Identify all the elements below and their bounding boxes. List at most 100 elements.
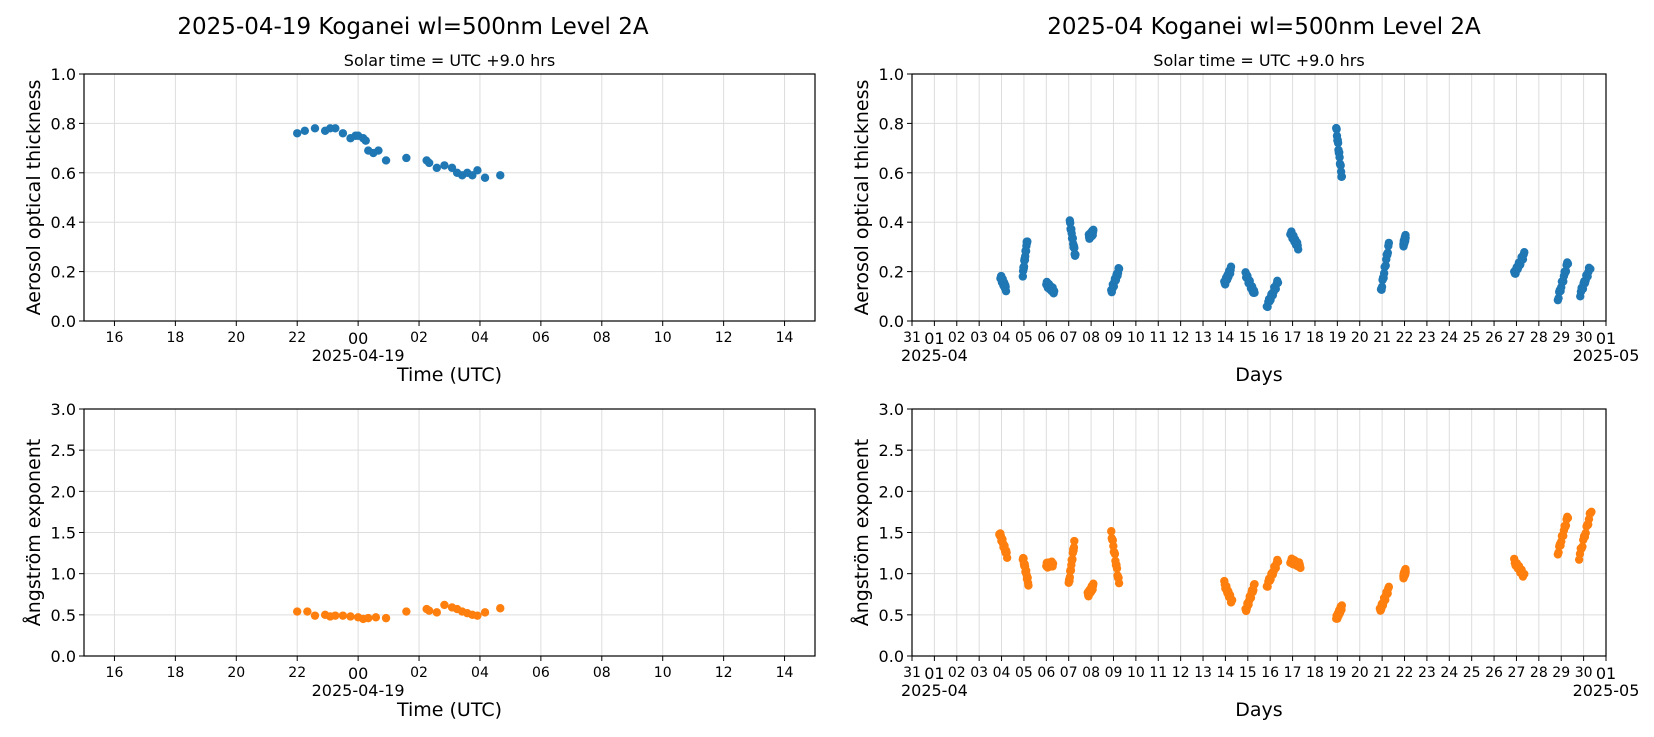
x-tick-label: 21: [1373, 330, 1391, 346]
data-point: [1226, 262, 1236, 271]
x-tick-label: 14: [1217, 330, 1235, 346]
y-tick-label: 0.5: [879, 606, 904, 625]
data-point: [1250, 579, 1259, 589]
data-point: [1401, 567, 1410, 577]
x-tick-label: 19: [1328, 665, 1346, 681]
x-tick-label: 16: [106, 665, 124, 681]
x-tick-label: 22: [288, 665, 306, 681]
y-tick-label: 2.0: [51, 482, 76, 501]
data-point: [338, 129, 348, 138]
y-tick-label: 0.2: [51, 263, 76, 282]
data-point: [1089, 579, 1098, 588]
data-point: [1273, 278, 1283, 287]
y-tick-label: 1.0: [51, 65, 76, 84]
x-axis-label: Days: [1235, 364, 1282, 386]
x-tick-label: 13: [1194, 330, 1212, 346]
y-tick-label: 0.0: [879, 647, 904, 666]
data-point: [424, 158, 434, 168]
x-tick-label: 20: [1351, 665, 1369, 681]
x-tick-label: 20: [1351, 330, 1369, 346]
x-tick-label: 26: [1485, 330, 1503, 346]
data-point: [1581, 528, 1590, 538]
data-point: [1114, 578, 1124, 588]
x-tick-label: 06: [1037, 665, 1055, 681]
x-tick-label: 24: [1440, 665, 1458, 681]
data-point: [1587, 507, 1596, 516]
data-point: [473, 166, 482, 175]
chart-subtitle: Solar time = UTC +9.0 hrs: [344, 51, 555, 70]
data-point: [1071, 250, 1080, 259]
x-tick-label: 10: [1127, 665, 1145, 681]
x-tick-label: 27: [1508, 330, 1526, 346]
data-point: [1293, 245, 1303, 254]
y-tick-label: 0.4: [879, 213, 904, 232]
x-tick-label: 09: [1105, 665, 1123, 681]
data-point: [1332, 125, 1341, 134]
x-tick-label: 11: [1149, 330, 1167, 346]
x-tick-label: 02: [410, 330, 428, 346]
x-tick-label: 18: [1306, 330, 1324, 346]
data-point: [1048, 559, 1058, 568]
data-point: [374, 146, 383, 155]
data-point: [371, 613, 381, 622]
x-tick-label: 09: [1105, 330, 1123, 346]
x-axis-label: Days: [1235, 699, 1282, 721]
x-tick-label: 07: [1060, 330, 1078, 346]
data-point: [1377, 282, 1387, 292]
data-point: [1107, 527, 1116, 536]
x-tick-label: 28: [1530, 665, 1548, 681]
data-point: [1337, 601, 1347, 610]
data-point: [1296, 563, 1305, 573]
x-month-label: 2025-05: [1573, 681, 1640, 700]
x-tick-label: 23: [1418, 665, 1436, 681]
data-point: [496, 171, 505, 180]
x-tick-label: 31: [903, 330, 921, 346]
x-tick-label: 02: [410, 665, 428, 681]
data-point: [480, 173, 490, 182]
x-tick-label: 02: [948, 330, 966, 346]
y-axis-label: Ångström exponent: [22, 439, 45, 627]
x-date-label: 2025-04-19: [312, 346, 405, 365]
x-tick-label: 10: [654, 665, 672, 681]
y-tick-label: 0.0: [51, 647, 76, 666]
data-point: [1110, 549, 1120, 559]
data-point: [1379, 269, 1389, 278]
data-point: [1336, 161, 1345, 170]
x-tick-label: 30: [1575, 330, 1593, 346]
data-point: [440, 600, 449, 610]
x-tick-label: 24: [1440, 330, 1458, 346]
data-point: [1114, 264, 1124, 273]
data-point: [1384, 238, 1394, 248]
x-tick-label: 00: [348, 664, 368, 683]
x-tick-label: 17: [1284, 665, 1302, 681]
x-tick-label: 20: [227, 330, 245, 346]
x-tick-label: 18: [166, 665, 184, 681]
data-point: [402, 153, 411, 163]
plot-frame: [83, 73, 816, 322]
data-point: [331, 611, 340, 620]
x-tick-label: 15: [1239, 330, 1257, 346]
data-point: [432, 608, 442, 617]
y-tick-label: 1.0: [879, 565, 904, 584]
data-point: [1070, 243, 1079, 253]
data-point: [1381, 261, 1390, 270]
x-month-label: 2025-05: [1573, 346, 1640, 365]
right-figure-title: 2025-04 Koganei wl=500nm Level 2A: [1047, 14, 1481, 40]
data-point: [1563, 513, 1573, 523]
data-point: [402, 607, 411, 616]
x-tick-label: 12: [1172, 665, 1190, 681]
y-tick-label: 0.2: [879, 263, 904, 282]
data-point: [1250, 288, 1259, 297]
chart-monthly-ae: 0.00.51.01.52.02.53.031 01 02 03 04 05 06 07 08 0…: [850, 400, 1639, 721]
data-point: [310, 611, 320, 620]
data-point: [300, 126, 310, 136]
x-tick-label: 19: [1328, 330, 1346, 346]
x-tick-label: 06: [532, 330, 550, 346]
y-tick-label: 3.0: [879, 400, 904, 419]
y-axis-label: Ångström exponent: [850, 439, 873, 627]
data-point: [440, 161, 449, 170]
y-tick-label: 0.8: [879, 114, 904, 133]
y-tick-label: 0.4: [51, 213, 76, 232]
data-point: [1070, 536, 1079, 546]
y-axis-label: Aerosol optical thickness: [23, 80, 45, 316]
